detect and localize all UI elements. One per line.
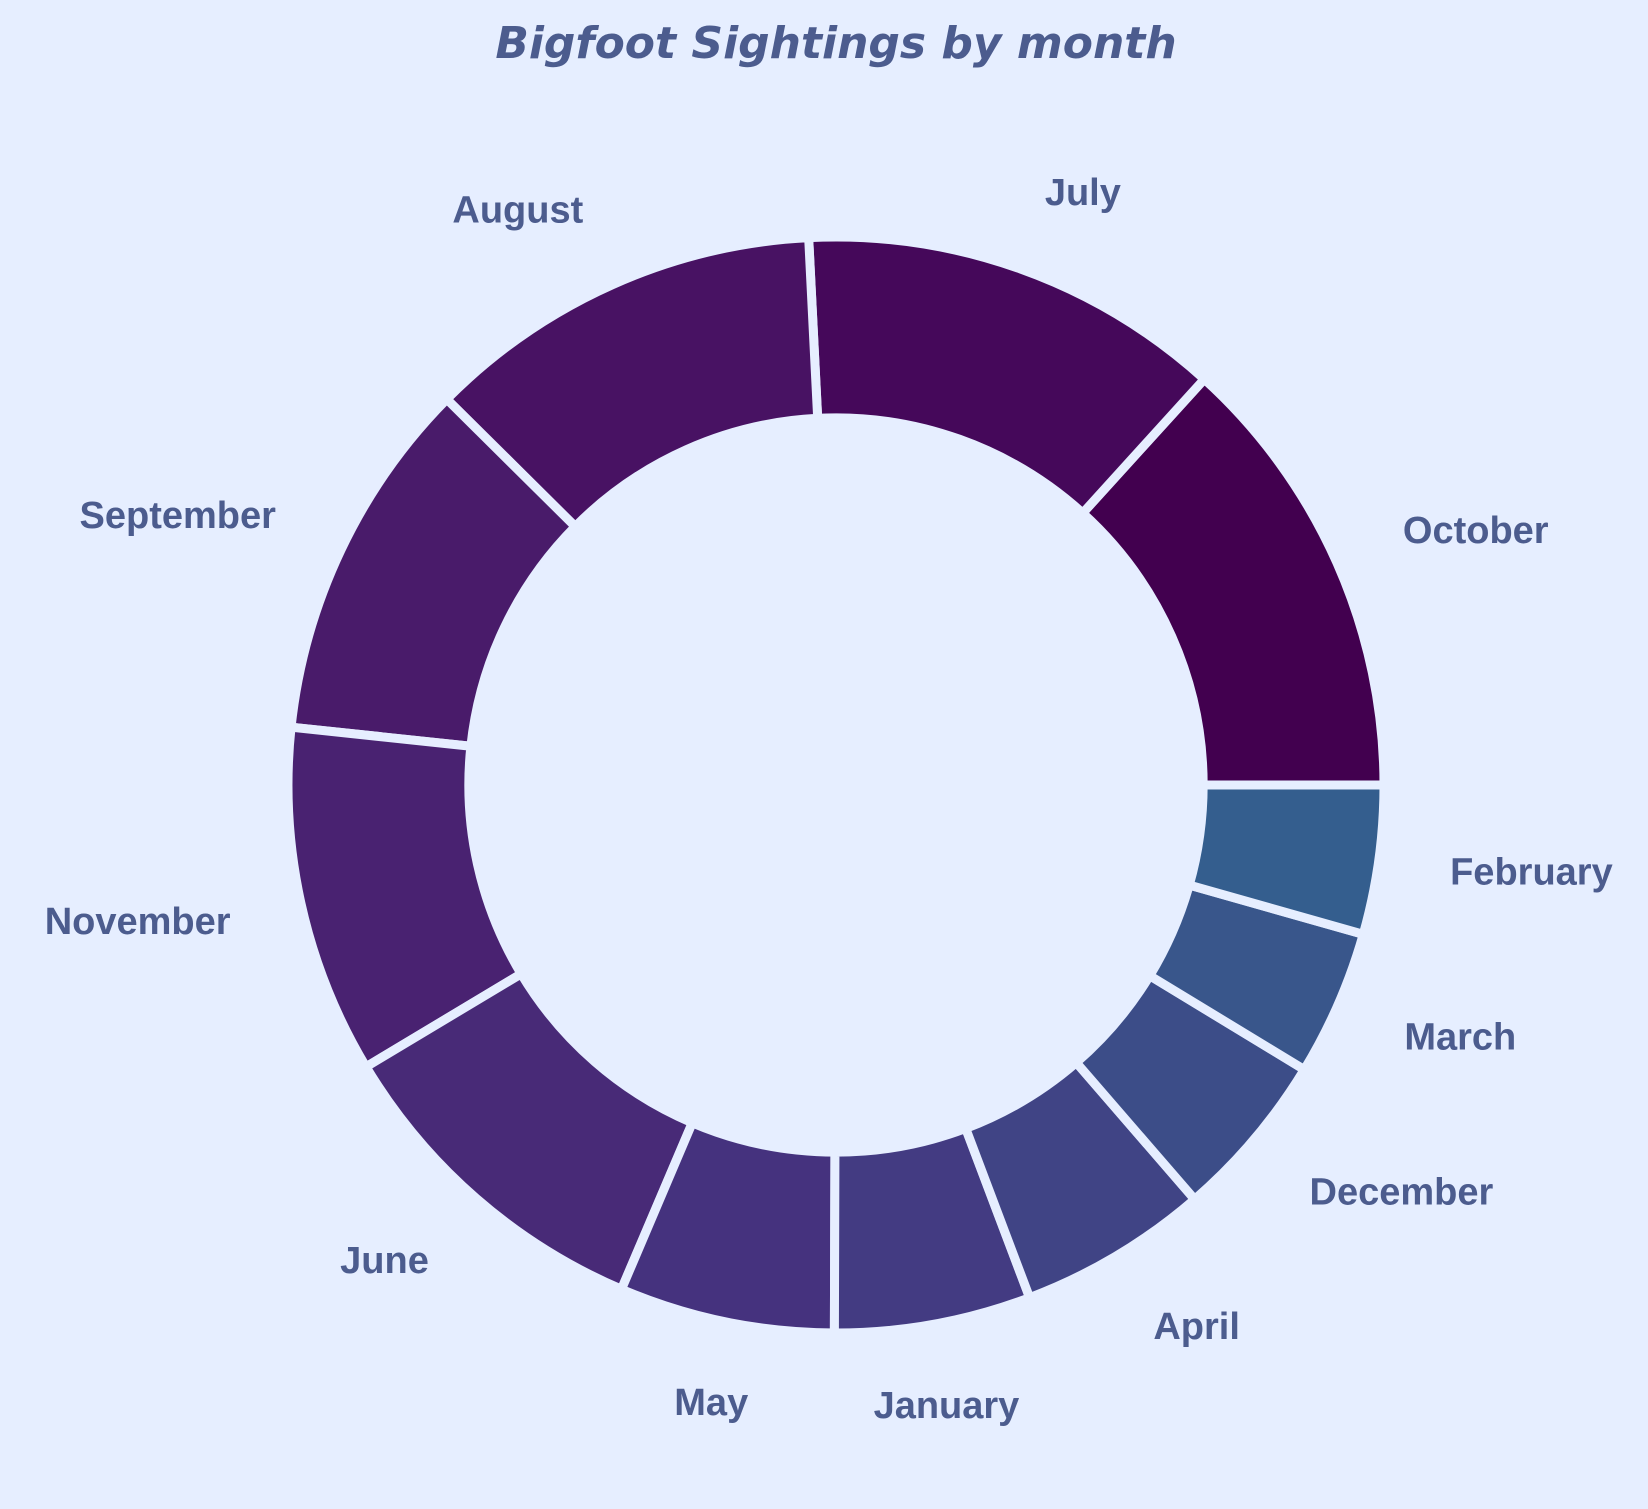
slice-february[interactable] [1183,780,1389,940]
slice-label-november: November [45,901,231,943]
slice-label-september: September [80,495,277,537]
slice-label-february: February [1450,852,1613,894]
slice-label-march: March [1404,1017,1516,1059]
donut-slices [283,232,1389,1338]
slice-label-january: January [874,1385,1020,1427]
donut-labels: October July August September November June Ma… [45,172,1613,1427]
slice-label-august: August [452,190,583,232]
slice-label-april: April [1153,1306,1240,1348]
chart-title: Bigfoot Sightings by month [495,18,1177,69]
slice-label-july: July [1045,172,1121,214]
slice-label-december: December [1310,1172,1494,1214]
slice-label-october: October [1403,510,1549,552]
slice-label-june: June [340,1240,429,1282]
slice-label-may: May [674,1382,748,1424]
